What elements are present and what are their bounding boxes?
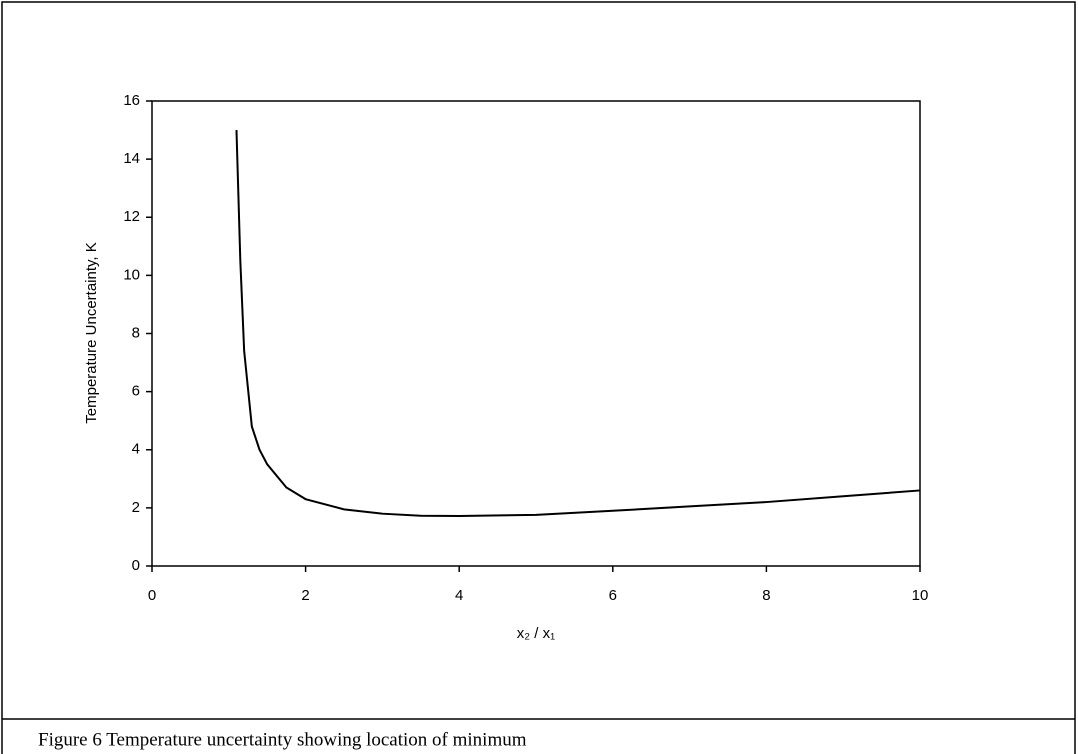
x-axis-label: x₂ / x₁ — [517, 625, 555, 642]
y-tick-label: 0 — [132, 557, 140, 574]
y-tick-label: 10 — [123, 266, 140, 283]
y-tick-label: 6 — [132, 383, 140, 400]
x-tick-label: 0 — [148, 587, 156, 604]
x-tick-label: 4 — [455, 587, 463, 604]
y-tick-label: 4 — [132, 441, 140, 458]
x-tick-label: 6 — [609, 587, 617, 604]
y-tick-label: 12 — [123, 208, 140, 225]
data-line — [235, 130, 921, 518]
caption: Figure 6 Temperature uncertainty showing… — [38, 729, 527, 750]
y-tick-label: 8 — [132, 324, 140, 341]
y-tick-label: 2 — [132, 499, 140, 516]
x-tick-label: 10 — [912, 587, 929, 604]
x-tick-label: 8 — [762, 587, 770, 604]
y-tick-label: 16 — [123, 92, 140, 109]
y-axis-label: Temperature Uncertainty, K — [83, 242, 100, 423]
x-tick-label: 2 — [301, 587, 309, 604]
y-tick-label: 14 — [123, 150, 140, 167]
plot-frame — [151, 100, 921, 567]
